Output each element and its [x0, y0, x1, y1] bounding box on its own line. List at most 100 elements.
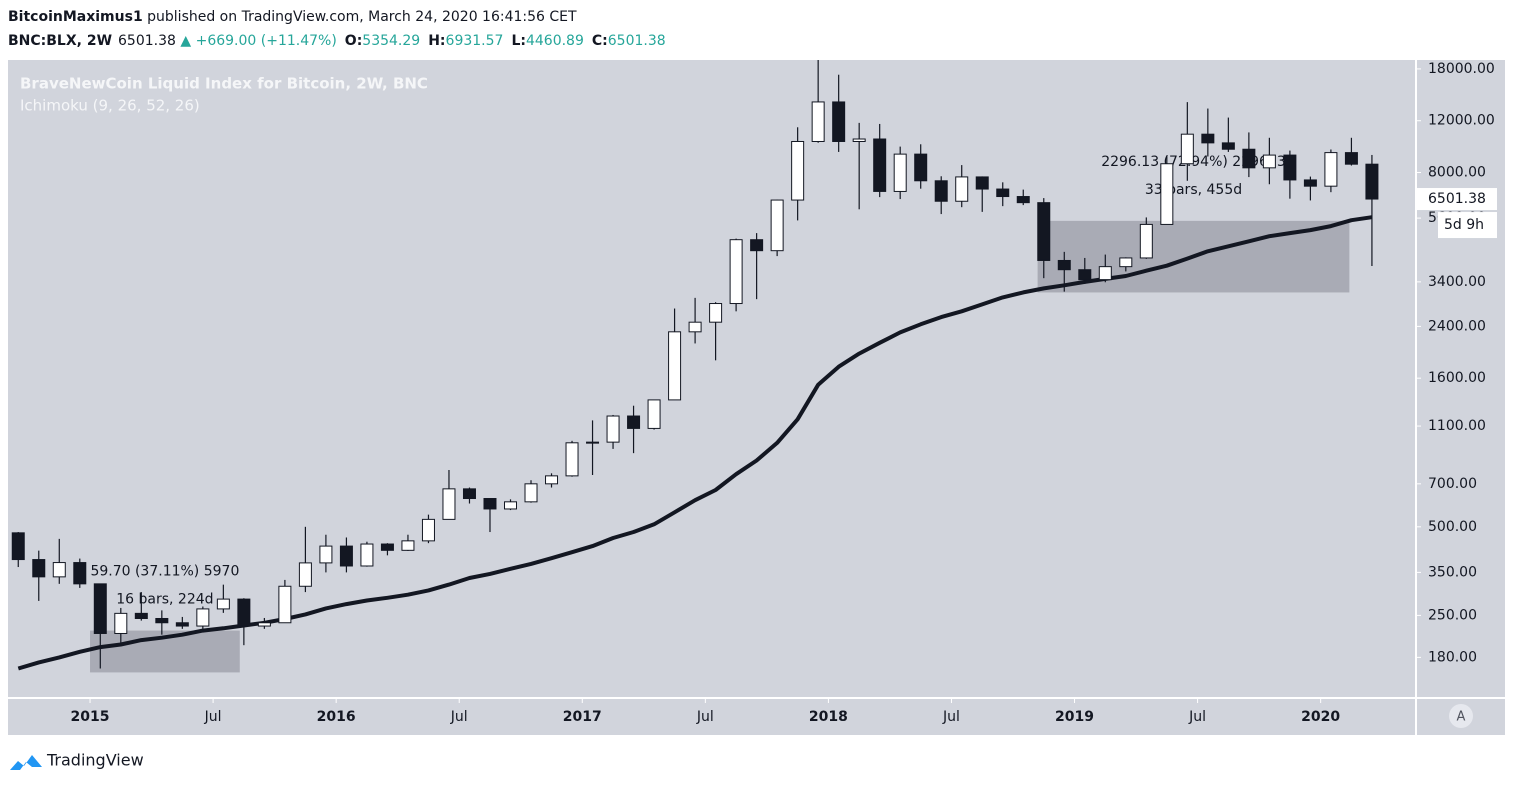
candle-body: [1180, 133, 1194, 165]
candle-body: [893, 153, 907, 192]
published: published on TradingView.com, March 24, …: [147, 9, 577, 25]
countdown-label: 5d 9h: [1444, 217, 1484, 233]
candle-body: [1303, 179, 1317, 187]
x-tick-label: 2020: [1301, 709, 1340, 725]
candle-body: [975, 176, 989, 190]
x-tick-label: 2015: [71, 709, 110, 725]
range-label: 59.70 (37.11%) 5970: [90, 564, 239, 580]
candle-body: [73, 562, 87, 585]
candle-body: [955, 176, 969, 202]
candle-body: [873, 138, 887, 192]
candle-body: [524, 483, 538, 503]
candle-body: [319, 545, 333, 564]
symbol: BNC:BLX, 2W: [8, 33, 112, 49]
ohlc-label: O:: [345, 33, 363, 49]
candle-body: [668, 331, 682, 401]
candle-body: [1037, 202, 1051, 261]
logo-text: TradingView: [46, 751, 144, 770]
ohlc-label: L:: [511, 33, 526, 49]
y-tick-label: 18000.00: [1428, 61, 1495, 77]
candle-body: [257, 622, 271, 627]
author: BitcoinMaximus1: [8, 9, 143, 25]
chart-title: BraveNewCoin Liquid Index for Bitcoin, 2…: [20, 75, 428, 93]
candle-body: [996, 188, 1010, 198]
x-tick-label: Jul: [450, 709, 468, 725]
header-line-1: BitcoinMaximus1 published on TradingView…: [8, 9, 577, 25]
candle-body: [360, 543, 374, 567]
x-tick-label: 2016: [317, 709, 356, 725]
candle-body: [421, 518, 435, 542]
y-tick-label: 250.00: [1428, 607, 1477, 623]
arrow: ▲: [180, 33, 191, 49]
last-price-label: 6501.38: [1428, 191, 1486, 207]
candle-body: [196, 608, 210, 627]
candle-body: [1221, 142, 1235, 150]
candle-body: [565, 442, 579, 477]
candle-body: [1324, 152, 1338, 187]
candle-body: [934, 180, 948, 202]
range-sublabel: 33 bars, 455d: [1145, 182, 1242, 198]
candle-body: [278, 585, 292, 624]
last-price-box: [1417, 188, 1497, 211]
candle-body: [729, 239, 743, 305]
candle-body: [791, 140, 805, 201]
change: +669.00 (+11.47%): [196, 33, 337, 49]
y-tick-label: 1600.00: [1428, 370, 1486, 386]
auto-scale-button[interactable]: [1449, 704, 1473, 728]
y-tick-label: 3400.00: [1428, 274, 1486, 290]
candle-body: [1201, 133, 1215, 144]
y-tick-label: 700.00: [1428, 476, 1477, 492]
candle-body: [339, 545, 353, 567]
candle-body: [750, 239, 764, 252]
candle-body: [462, 488, 476, 500]
candle-body: [504, 501, 517, 510]
logo-icon: [10, 755, 42, 770]
candle-body: [155, 617, 169, 624]
candle-body: [114, 612, 128, 634]
countdown-box: [1438, 212, 1497, 239]
y-tick-label: 500.00: [1428, 519, 1477, 535]
candle-body: [1119, 257, 1133, 268]
ohlc-value: 6931.57: [446, 33, 504, 49]
candle-body: [647, 399, 661, 429]
x-tick-label: Jul: [1188, 709, 1206, 725]
candle-body: [1344, 152, 1358, 165]
candle-body: [216, 598, 230, 610]
candle-body: [32, 559, 46, 578]
ohlc-label: C:: [592, 33, 608, 49]
candle-body: [1283, 154, 1297, 181]
candle-body: [627, 415, 641, 429]
candle-body: [11, 532, 25, 561]
x-tick-label: 2019: [1055, 709, 1094, 725]
candle-body: [1139, 223, 1153, 259]
y-tick-label: 2400.00: [1428, 318, 1486, 334]
x-tick-label: Jul: [696, 709, 714, 725]
candle-body: [545, 475, 559, 485]
ohlc-value: 6501.38: [608, 33, 666, 49]
auto-scale-label[interactable]: A: [1457, 710, 1466, 725]
y-tick-label: 1100.00: [1428, 418, 1486, 434]
y-tick-label: 350.00: [1428, 564, 1477, 580]
y-tick-label: 8000.00: [1428, 165, 1486, 181]
candle-body: [709, 303, 723, 323]
y-tick-label: 12000.00: [1428, 113, 1495, 129]
last: 6501.38: [118, 33, 176, 49]
candle-body: [770, 199, 784, 252]
candle-body: [442, 488, 456, 520]
range-sublabel: 16 bars, 224d: [116, 592, 213, 608]
candle-body: [52, 562, 66, 578]
candle-body: [1160, 163, 1174, 225]
x-tick-label: Jul: [204, 709, 222, 725]
candle-body: [1016, 196, 1030, 204]
ohlc-label: H:: [428, 33, 445, 49]
candle-body: [483, 498, 497, 510]
indicator-legend: Ichimoku (9, 26, 52, 26): [20, 97, 200, 115]
candle-body: [237, 598, 251, 627]
candle-body: [134, 612, 148, 619]
candle-body: [1057, 259, 1071, 271]
x-tick-label: Jul: [942, 709, 960, 725]
candle-body: [380, 543, 394, 551]
